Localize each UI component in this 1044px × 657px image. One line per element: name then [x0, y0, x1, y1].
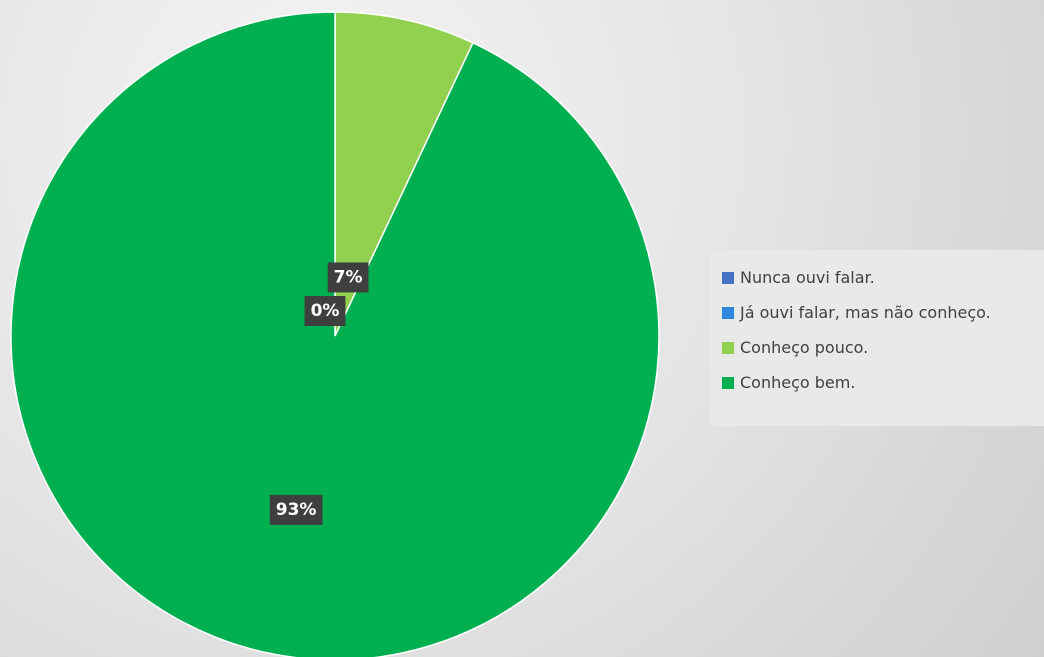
legend-label-conheco-bem: Conheço bem. [740, 373, 856, 392]
pie-slices [10, 11, 660, 657]
data-label-box-nunca-ouvi-falar [304, 296, 346, 326]
pie-slice-conheco-pouco [334, 11, 474, 337]
data-label-text-conheco-pouco: 7% [334, 267, 363, 287]
data-label-box-conheco-pouco [327, 262, 369, 293]
legend-item-conheco-pouco: Conheço pouco. [722, 330, 1044, 365]
data-label-conheco-bem: 93% [269, 494, 323, 525]
legend-swatch-conheco-bem [722, 376, 734, 389]
data-label-nunca-ouvi-falar: 0% [304, 296, 346, 326]
legend-item-conheco-bem: Conheço bem. [722, 365, 1044, 400]
data-label-conheco-pouco: 7% [327, 262, 369, 293]
legend-swatch-conheco-pouco [722, 341, 734, 354]
data-label-text-nunca-ouvi-falar: 0% [311, 301, 340, 321]
legend-swatch-nunca-ouvi-falar [722, 271, 734, 284]
legend-item-nunca-ouvi-falar: Nunca ouvi falar. [722, 260, 1044, 295]
legend-label-conheco-pouco: Conheço pouco. [740, 338, 869, 357]
data-label-box-conheco-bem [269, 494, 323, 525]
pie-data-labels: 0% 7% 93% [269, 262, 369, 525]
chart-legend: Nunca ouvi falar. Já ouvi falar, mas não… [710, 250, 1044, 426]
pie-slice-conheco-bem [10, 11, 660, 657]
legend-swatch-ja-ouvi-falar [722, 306, 734, 319]
legend-label-ja-ouvi-falar: Já ouvi falar, mas não conheço. [740, 303, 991, 322]
data-label-text-conheco-bem: 93% [276, 500, 317, 520]
legend-label-nunca-ouvi-falar: Nunca ouvi falar. [740, 268, 875, 287]
legend-item-ja-ouvi-falar: Já ouvi falar, mas não conheço. [722, 295, 1044, 330]
